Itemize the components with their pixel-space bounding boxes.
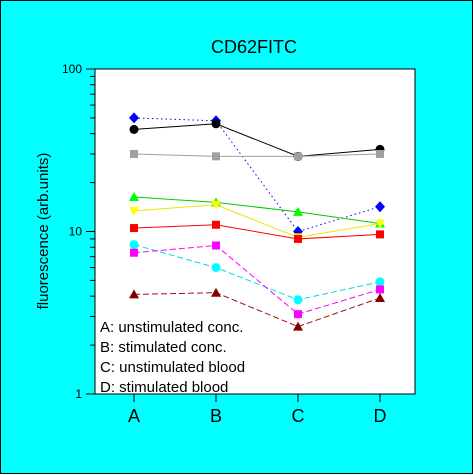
data-point	[375, 277, 385, 287]
series-line	[133, 153, 381, 157]
series-line	[133, 204, 381, 238]
data-point	[130, 149, 138, 158]
data-point	[212, 241, 220, 250]
series-line	[133, 117, 381, 233]
data-point	[129, 289, 139, 299]
data-point	[293, 321, 303, 331]
data-point	[211, 200, 221, 210]
legend-annotation: A: unstimulated conc.	[100, 319, 243, 336]
data-point	[294, 234, 302, 243]
data-point	[293, 295, 303, 305]
series-line	[133, 244, 381, 301]
data-point	[211, 119, 221, 129]
data-point	[294, 152, 302, 161]
series-line	[133, 244, 381, 315]
x-tick-label: A	[128, 406, 140, 426]
data-point	[211, 263, 221, 273]
data-point	[294, 310, 302, 319]
x-tick-label: D	[374, 406, 387, 426]
data-point	[130, 248, 138, 257]
data-point	[293, 206, 303, 216]
series-8	[130, 241, 384, 319]
data-point	[375, 219, 385, 229]
annotations: A: unstimulated conc. B: stimulated conc.…	[100, 319, 245, 396]
series-9	[129, 287, 385, 331]
series-line	[133, 123, 381, 157]
y-tick-label: 1	[75, 387, 82, 401]
series-line	[133, 292, 381, 328]
data-point	[129, 240, 139, 250]
y-axis-label: fluorescence (arb.units)	[35, 153, 52, 310]
series-7	[129, 240, 385, 305]
data-point	[376, 230, 384, 239]
axes: 1 10 100 A B C D	[62, 62, 387, 426]
data-point	[129, 192, 139, 202]
series-3	[130, 149, 384, 161]
data-point	[129, 124, 139, 134]
x-tick-label: B	[210, 406, 222, 426]
data-point	[376, 285, 384, 294]
series-line	[133, 224, 381, 240]
legend-annotation: D: stimulated blood	[100, 379, 228, 396]
data-point	[212, 152, 220, 161]
data-point	[212, 220, 220, 229]
data-point	[375, 201, 385, 213]
x-tick-label: C	[292, 406, 305, 426]
data-point	[211, 287, 221, 297]
series-6	[130, 220, 384, 243]
data-point	[130, 224, 138, 233]
legend-annotation: B: stimulated conc.	[100, 339, 227, 356]
chart-title: CD62FITC	[211, 37, 297, 57]
data-point	[376, 149, 384, 158]
data-point	[129, 206, 139, 216]
series-layer	[129, 112, 385, 331]
data-point	[375, 292, 385, 302]
legend-annotation: C: unstimulated blood	[100, 359, 245, 376]
series-line	[133, 196, 381, 224]
data-point	[129, 112, 139, 124]
y-tick-label: 100	[62, 62, 82, 76]
y-tick-label: 10	[69, 225, 83, 239]
